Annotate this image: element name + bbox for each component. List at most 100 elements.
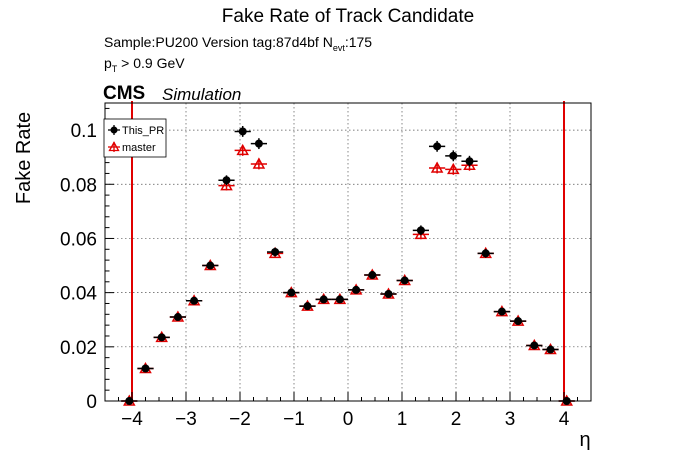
data-point-This_PR-13 [331,295,348,304]
data-point-This_PR-11 [299,302,316,311]
data-point-This_PR-18 [412,225,429,236]
data-point-This_PR-2 [153,333,170,342]
data-point-This_PR-23 [493,307,510,316]
y-axis-label: Fake Rate [13,112,35,204]
marker-circle [514,317,523,326]
data-point-This_PR-24 [510,317,527,326]
legend-label-master: master [122,142,156,154]
data-point-This_PR-4 [186,296,203,305]
data-point-This_PR-1 [137,364,154,373]
marker-circle [335,295,344,304]
marker-circle [319,295,328,304]
x-tick-label-0: −4 [121,409,143,430]
data-point-This_PR-6 [218,175,235,186]
nevt-subscript: evt [332,42,345,53]
chart-title: Fake Rate of Track Candidate [221,6,475,27]
data-point-master-19 [429,161,446,174]
marker-circle [449,151,458,160]
nevt-value: :175 [344,34,373,50]
x-axis-label: η [579,429,590,451]
data-point-This_PR-16 [380,289,397,298]
data-point-This_PR-3 [169,313,186,322]
y-tick-label-0: 0 [86,392,97,413]
series-This_PR [121,126,575,405]
x-tick-label-4: 0 [343,409,354,430]
data-point-master-8 [250,157,267,170]
data-point-This_PR-15 [364,271,381,280]
y-tick-label-3: 0.06 [60,229,97,250]
legend-entry-This_PR: This_PR [108,125,164,137]
marker-circle [222,176,231,185]
marker-circle [141,364,150,373]
marker-circle [481,249,490,258]
marker-circle [238,127,247,136]
x-tick-label-8: 4 [559,409,570,430]
marker-circle [368,271,377,280]
marker-circle [157,333,166,342]
legend-marker-circle [110,126,118,134]
data-point-This_PR-10 [283,288,300,297]
data-point-master-7 [234,143,251,156]
pt-symbol: p [104,55,112,71]
pt-cut-info: pT > 0.9 GeV [104,55,185,74]
marker-circle [287,288,296,297]
x-tick-label-7: 3 [505,409,516,430]
marker-circle [400,276,409,285]
marker-triangle [447,162,460,175]
marker-circle [303,302,312,311]
y-tick-label-5: 0.1 [71,121,97,142]
y-tick-label-4: 0.08 [60,175,97,196]
x-tick-label-2: −2 [229,409,251,430]
data-point-This_PR-22 [477,249,494,258]
pt-subscript: T [111,63,118,74]
marker-circle [497,307,506,316]
data-point-master-20 [445,162,462,175]
pt-cut-value: > 0.9 GeV [117,55,185,71]
legend-entry-master: master [108,141,156,154]
data-point-This_PR-8 [250,138,267,150]
marker-triangle [414,227,428,240]
legend-label-This_PR: This_PR [122,125,164,137]
data-point-This_PR-9 [267,247,284,257]
sample-info: Sample:PU200 Version tag:87d4bf Nevt:175 [104,34,372,53]
data-point-This_PR-12 [315,295,332,304]
x-tick-label-6: 2 [451,409,462,430]
marker-triangle [220,179,233,191]
x-tick-label-3: −1 [283,409,305,430]
marker-circle [416,226,425,235]
marker-triangle [430,161,444,173]
marker-circle [530,341,539,350]
sample-text: Sample:PU200 Version tag:87d4bf N [104,34,333,50]
data-series [121,126,575,406]
marker-circle [206,261,215,270]
data-point-This_PR-14 [348,285,365,294]
marker-circle [254,139,263,148]
marker-circle [465,157,474,166]
y-tick-label-1: 0.02 [60,338,97,359]
marker-triangle [236,143,249,156]
data-point-This_PR-20 [445,150,462,162]
marker-circle [271,248,280,256]
data-point-This_PR-5 [202,261,219,270]
x-tick-label-5: 1 [397,409,408,430]
marker-circle [190,296,199,305]
data-point-This_PR-7 [234,126,251,137]
marker-circle [546,345,555,354]
data-point-This_PR-25 [526,341,543,350]
legend-marker-triangle [108,141,120,152]
marker-triangle [463,158,476,171]
simulation-label: Simulation [162,85,242,104]
tick-labels: −4 −3 −2 −1 0 1 2 3 4 0 0.02 0.04 0.06 0.08 0.1 [60,121,570,430]
marker-circle [352,285,361,294]
data-point-This_PR-26 [542,345,559,354]
y-tick-label-2: 0.04 [60,284,97,305]
cms-label: CMS [103,83,146,104]
marker-circle [384,289,393,298]
data-point-This_PR-21 [461,155,478,167]
data-point-This_PR-17 [396,276,413,285]
grid-lines [105,103,591,402]
marker-circle [173,313,182,322]
data-point-This_PR-19 [429,140,446,152]
